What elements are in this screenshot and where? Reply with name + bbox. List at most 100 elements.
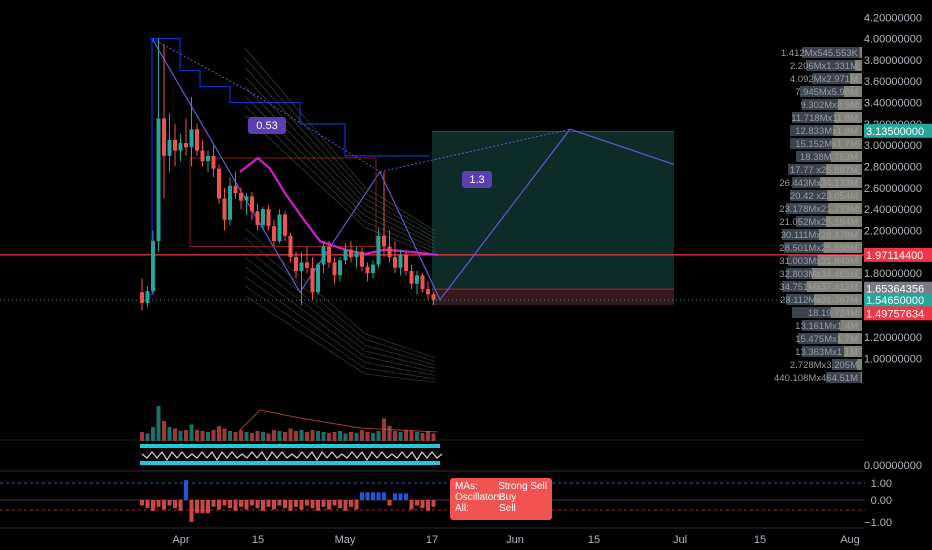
volume-profile-bar [798,333,862,344]
volume-profile-bar-up [826,164,862,175]
all-label: All: [455,503,469,514]
price-axis-label: 1.80000000 [864,268,922,280]
projection-label: 1.3 [469,174,484,186]
volume-bar [255,431,260,441]
price-tag: 1.54650000 [866,295,924,307]
volume-bar [382,418,386,441]
rating-bar [228,500,232,509]
volume-bar [332,432,337,441]
candle [426,289,430,295]
rating-bar [310,500,315,509]
candle [151,241,155,292]
candle [283,214,287,236]
price-axis-label: 3.00000000 [864,140,922,152]
price-tag-bg [864,281,932,296]
rating-bar [316,500,320,511]
volume-profile-bar-up [854,60,862,71]
volume-bar [222,428,227,441]
candle [343,249,348,261]
volume-profile-label: 15.152Mx1.7M [795,139,858,150]
rating-bar [200,500,205,514]
candle [387,246,392,258]
rating-bar [415,500,419,506]
range-box [189,157,377,247]
time-axis-label: Jul [673,534,687,546]
candle [409,270,414,284]
envelope-band [244,228,436,359]
volume-bar [349,432,353,441]
volume-profile-label: 15.475Mx1 7M [795,334,858,345]
candle [310,267,315,293]
volume-profile-bar [802,47,862,58]
volume-bar [211,430,216,441]
candle [145,291,150,303]
volume-profile-label: 28.501Mx25.898M [779,243,858,254]
time-axis-label: Apr [172,534,189,546]
volume-profile-label: 4.092Mx2.971M [790,74,858,85]
candle [156,118,161,242]
rating-bar [255,500,260,509]
rating-bar [233,500,238,511]
indicator-band-bottom [140,461,440,465]
volume-bar [376,431,381,441]
candle [178,143,183,151]
volume-bar [288,428,293,441]
volume-profile-bar [784,242,862,253]
oscillators-value: Buy [499,492,517,503]
volume-bar [178,431,183,441]
oscillator-axis-label: 1.00 [871,478,892,490]
price-axis-label: 2.80000000 [864,162,922,174]
rating-bar [140,500,144,506]
candle [206,155,210,162]
moving-average [239,156,439,257]
volume-bar [343,433,348,441]
candle [321,246,326,265]
volume-bar [162,421,166,441]
oscillators-label: Oscillators: [455,492,505,503]
mas-label: MAs: [455,481,478,492]
rating-bar [173,500,177,509]
volume-bar [173,428,177,441]
volume-profile-label: 31.003Mx31.849M [779,256,858,267]
volume-bar [387,426,392,441]
rating-bar [360,492,364,500]
volume-profile-bar [802,346,862,357]
volume-profile-bar-up [860,372,862,383]
volume-profile-bar-up [838,333,862,344]
volume-bar [393,431,397,441]
rating-bar [272,500,276,510]
volume-bar [233,432,238,441]
volume-profile-bar [786,203,862,214]
volume-bar [195,430,199,441]
rating-bar [321,500,326,507]
volume-profile-bar-up [857,359,862,370]
volume-profile-bar-up [814,294,862,305]
candle [222,198,227,220]
candle [228,185,232,220]
rating-bar [217,500,221,510]
volume-bar [426,431,430,441]
fib-label-box [248,117,286,134]
price-tag-bg [864,123,932,138]
time-axis-label: 15 [252,534,264,546]
candle [404,254,408,271]
envelope-band [244,237,436,362]
envelope-band [244,285,436,380]
volume-bar [299,430,304,441]
candle [250,196,254,212]
rating-bar [189,500,194,522]
candle [288,235,293,258]
candle [376,235,381,265]
indicator-zigzag [141,450,443,462]
volume-profile-label: 21.052Mx25.194M [779,217,858,228]
candle [420,275,425,290]
volume-bar [189,424,194,441]
volume-bar [217,426,221,441]
price-axis-label: 3.80000000 [864,55,922,67]
rating-bar [283,500,287,509]
rating-bar [420,500,425,509]
rating-bar [277,500,282,506]
oscillator-axis-label: −1.00 [864,517,892,529]
candle [266,209,271,227]
